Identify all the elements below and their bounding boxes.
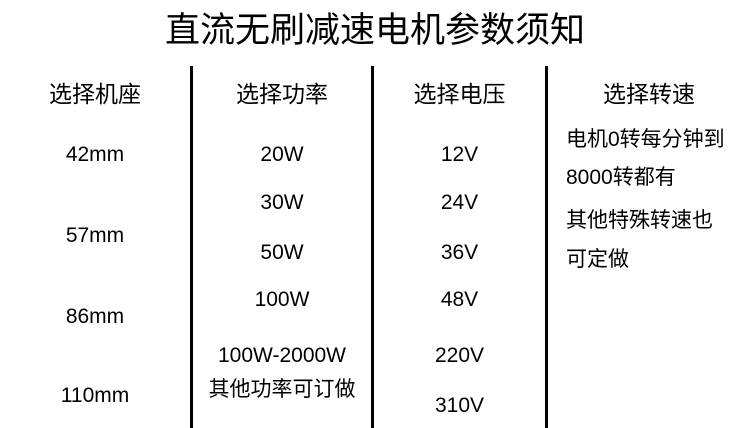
option-voltage-48v[interactable]: 48V: [440, 288, 479, 311]
option-power-100w[interactable]: 100W: [254, 288, 310, 311]
option-voltage-310v[interactable]: 310V: [434, 394, 485, 417]
speed-note-line-3: 其他特殊转速也: [566, 209, 713, 232]
option-voltage-36v[interactable]: 36V: [440, 241, 479, 264]
column-select-speed: 选择转速 电机0转每分钟到 8000转都有 其他特殊转速也 可定做: [548, 66, 750, 428]
speed-note-line-2: 8000转都有: [566, 166, 676, 189]
option-power-20w[interactable]: 20W: [260, 143, 304, 166]
column-divider-3: [545, 66, 548, 428]
column-header-power: 选择功率: [236, 81, 328, 107]
column-header-voltage: 选择电压: [413, 81, 506, 107]
option-power-range[interactable]: 100W-2000W: [217, 344, 346, 367]
column-select-power: 选择功率 20W 30W 50W 100W 100W-2000W 其他功率可订做: [193, 66, 371, 428]
option-frame-size-110mm[interactable]: 110mm: [60, 384, 130, 407]
column-header-speed: 选择转速: [603, 81, 695, 107]
option-power-50w[interactable]: 50W: [260, 241, 304, 264]
option-power-30w[interactable]: 30W: [260, 191, 304, 214]
option-frame-size-57mm[interactable]: 57mm: [65, 224, 125, 247]
option-voltage-24v[interactable]: 24V: [440, 191, 479, 214]
option-frame-size-86mm[interactable]: 86mm: [65, 305, 125, 328]
column-divider-2: [371, 66, 374, 428]
column-select-voltage: 选择电压 12V 24V 36V 48V 220V 310V: [374, 66, 545, 428]
column-select-frame-size: 选择机座 42mm 57mm 86mm 110mm: [0, 66, 190, 428]
speed-note-line-4: 可定做: [566, 248, 629, 271]
column-divider-1: [190, 66, 193, 428]
speed-note-line-1: 电机0转每分钟到: [566, 128, 725, 151]
page-title: 直流无刷减速电机参数须知: [164, 11, 585, 50]
option-power-custom-note: 其他功率可订做: [208, 378, 356, 401]
option-voltage-220v[interactable]: 220V: [434, 344, 485, 367]
option-voltage-12v[interactable]: 12V: [440, 143, 479, 166]
option-frame-size-42mm[interactable]: 42mm: [65, 143, 125, 166]
column-header-frame-size: 选择机座: [49, 81, 141, 107]
